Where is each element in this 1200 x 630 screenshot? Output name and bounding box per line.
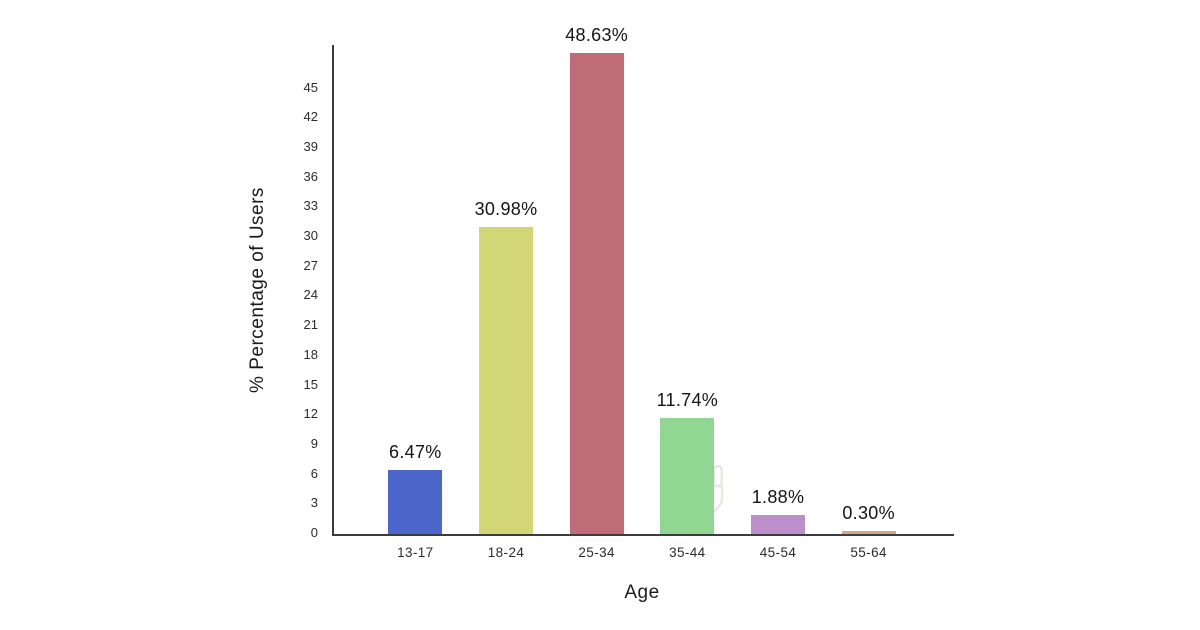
bar-35-44 xyxy=(660,417,715,534)
y-tick-label: 15 xyxy=(303,376,318,392)
x-tick-label: 13-17 xyxy=(397,545,434,560)
x-tick-label: 45-54 xyxy=(759,545,797,560)
bar-value-label: 1.88% xyxy=(751,487,805,508)
y-tick-label: 36 xyxy=(303,168,318,184)
y-tick-label: 45 xyxy=(303,79,318,95)
x-tick-label: 25-34 xyxy=(578,545,615,560)
bar-value-label: 11.74% xyxy=(656,389,719,410)
y-tick-label: 30 xyxy=(303,228,318,244)
y-tick-label: 39 xyxy=(303,138,318,154)
y-tick-label: 0 xyxy=(310,525,318,540)
bar-25-34 xyxy=(569,52,624,534)
y-tick-label: 6 xyxy=(310,465,318,481)
y-tick-label: 24 xyxy=(303,287,318,303)
y-tick-label: 18 xyxy=(303,346,318,362)
x-tick-label: 18-24 xyxy=(487,545,525,560)
bar-value-label: 30.98% xyxy=(474,199,538,220)
y-tick-label: 42 xyxy=(303,109,318,125)
x-tick-label: 35-44 xyxy=(669,545,706,560)
x-axis-title: Age xyxy=(624,582,660,603)
bar-18-24 xyxy=(479,227,533,534)
y-tick-label: 9 xyxy=(310,435,318,451)
x-tick-label: 55-64 xyxy=(850,545,887,560)
bar-45-54 xyxy=(751,515,805,534)
y-tick-label: 33 xyxy=(303,198,318,214)
bar-55-64 xyxy=(841,531,896,534)
bar-value-label: 0.30% xyxy=(842,503,895,524)
y-tick-label: 21 xyxy=(303,317,318,333)
y-tick-label: 3 xyxy=(310,495,318,511)
bar-value-label: 48.63% xyxy=(565,24,629,45)
y-tick-label: 27 xyxy=(303,257,318,273)
bar-value-label: 6.47% xyxy=(389,441,442,462)
y-tick-label: 12 xyxy=(303,406,318,422)
plot-area xyxy=(332,45,954,536)
bar-13-17 xyxy=(388,469,443,534)
